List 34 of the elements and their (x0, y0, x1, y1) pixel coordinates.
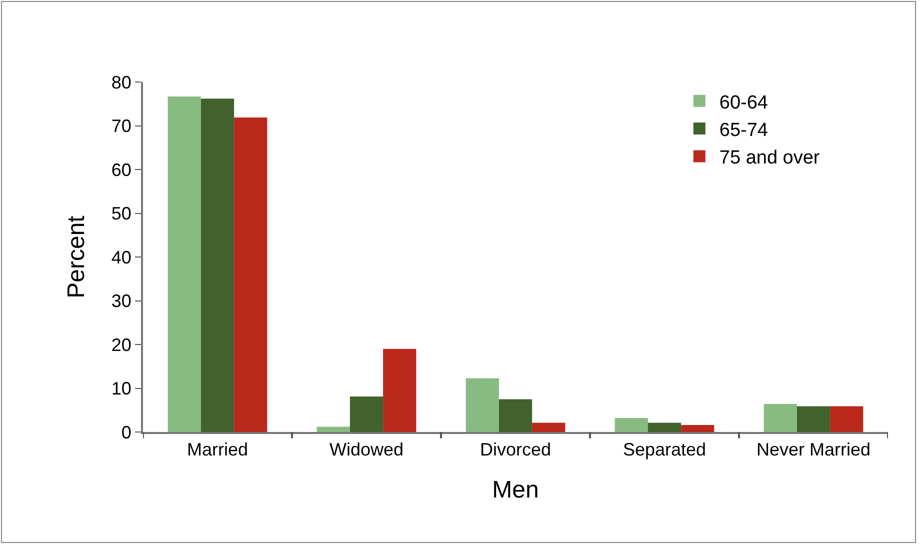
y-tick-label: 40 (111, 247, 132, 268)
x-tick-label: Never Married (756, 440, 871, 460)
bar (383, 348, 416, 432)
bar (316, 426, 350, 432)
legend-label: 65-74 (719, 120, 768, 141)
y-tick-label: 30 (111, 291, 132, 312)
bar (764, 404, 797, 432)
bar (350, 396, 384, 432)
y-axis-title: Percent (62, 215, 90, 298)
y-tick-label: 80 (111, 72, 132, 92)
y-tick-label: 10 (111, 378, 132, 399)
x-axis-title: Men (492, 476, 539, 504)
bar (648, 422, 682, 432)
legend-label: 75 and over (719, 148, 820, 169)
bar (830, 406, 864, 432)
y-tick-label: 0 (121, 422, 132, 442)
x-tick-label: Divorced (480, 440, 552, 460)
bar (466, 378, 499, 432)
bar (234, 117, 268, 432)
bar (796, 406, 830, 432)
y-tick-label: 50 (111, 204, 132, 224)
x-tick-label: Widowed (329, 440, 404, 460)
bar (498, 399, 532, 432)
bar (168, 96, 201, 432)
legend-label: 60-64 (719, 92, 768, 114)
bar (681, 425, 714, 432)
y-tick-label: 70 (111, 116, 132, 136)
bar (200, 98, 234, 432)
bar (614, 418, 648, 432)
x-tick-label: Married (186, 440, 248, 460)
bar (532, 422, 566, 432)
y-tick-label: 20 (111, 334, 132, 355)
y-tick-label: 60 (111, 160, 132, 180)
x-tick-label: Separated (622, 440, 706, 460)
